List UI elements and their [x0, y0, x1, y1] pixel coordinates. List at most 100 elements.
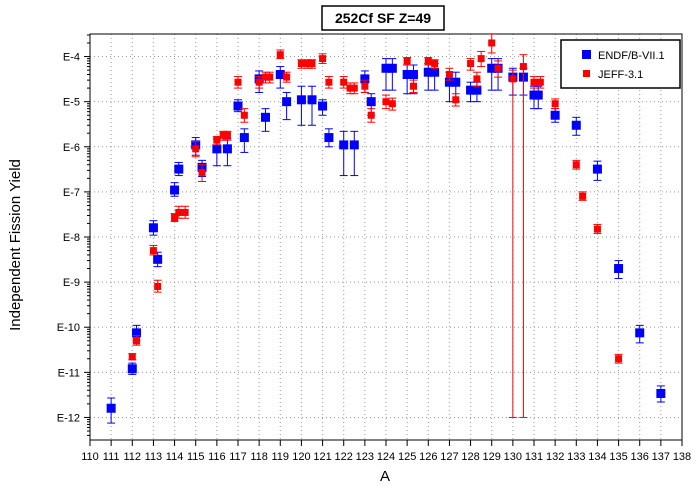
- data-point: [423, 67, 433, 77]
- data-point: [255, 78, 263, 86]
- data-point: [402, 70, 412, 80]
- data-point: [283, 73, 291, 81]
- data-point: [346, 84, 354, 92]
- data-layer: [106, 33, 666, 424]
- data-point: [319, 55, 327, 63]
- data-point: [261, 73, 269, 81]
- data-point: [153, 254, 163, 264]
- x-tick-label: 123: [356, 451, 374, 463]
- data-point: [615, 355, 623, 363]
- data-point: [174, 164, 184, 174]
- x-tick-label: 138: [673, 451, 691, 463]
- y-tick-label: E-11: [58, 367, 80, 379]
- data-point: [340, 78, 348, 86]
- data-point: [388, 100, 396, 108]
- legend-label-endf: ENDF/B-VII.1: [598, 50, 665, 62]
- chart-title: 252Cf SF Z=49: [335, 10, 431, 26]
- data-point: [233, 101, 243, 111]
- data-point: [614, 264, 624, 274]
- data-point: [128, 353, 136, 361]
- data-point: [240, 111, 248, 119]
- legend: ENDF/B-VII.1 JEFF-3.1: [560, 39, 681, 89]
- chart-title-frame: [321, 5, 445, 31]
- data-point: [367, 111, 375, 119]
- data-point: [170, 185, 180, 195]
- data-point: [509, 75, 517, 83]
- data-point: [571, 120, 581, 130]
- y-tick-label: E-7: [63, 187, 80, 199]
- data-point: [592, 164, 602, 174]
- data-point: [304, 60, 312, 68]
- data-point: [308, 60, 316, 68]
- data-point: [219, 131, 227, 139]
- data-point: [154, 282, 162, 290]
- x-tick-label: 137: [652, 451, 670, 463]
- data-point: [452, 96, 460, 104]
- data-point: [192, 145, 200, 153]
- x-tick-label: 135: [609, 451, 627, 463]
- axes: 110 111 112 113 114 115 116 117 118 119 120 121 122 1…: [57, 33, 691, 463]
- y-axis-title: Independent Fission Yield: [7, 159, 24, 331]
- data-point: [488, 39, 496, 47]
- data-point: [213, 136, 221, 144]
- data-point: [430, 67, 440, 77]
- y-tick-label: E-10: [57, 322, 80, 334]
- x-tick-label: 117: [229, 451, 247, 463]
- y-tick-label: E-6: [63, 142, 80, 154]
- x-tick-label: 126: [419, 451, 437, 463]
- x-tick-label: 114: [166, 451, 184, 463]
- legend-label-jeff: JEFF-3.1: [598, 69, 643, 81]
- data-point: [297, 60, 305, 68]
- data-point: [635, 328, 645, 338]
- data-point: [266, 73, 274, 81]
- data-point: [487, 63, 497, 73]
- data-point: [431, 60, 439, 68]
- data-point: [403, 57, 411, 65]
- data-point: [212, 144, 222, 154]
- data-point: [296, 95, 306, 105]
- data-point: [656, 388, 666, 398]
- data-point: [318, 101, 328, 111]
- data-point: [477, 55, 485, 63]
- data-point: [533, 90, 543, 100]
- y-tick-label: E-9: [63, 277, 80, 289]
- data-point: [324, 133, 334, 143]
- data-point: [133, 337, 141, 345]
- chart-title-box: 252Cf SF Z=49: [321, 5, 445, 31]
- data-point: [572, 161, 580, 169]
- x-tick-label: 129: [483, 451, 501, 463]
- data-point: [349, 140, 359, 150]
- series-jeff: [128, 33, 623, 418]
- y-tick-label: E-5: [63, 97, 80, 109]
- data-point: [519, 63, 527, 71]
- x-tick-label: 127: [440, 451, 458, 463]
- x-tick-label: 121: [313, 451, 331, 463]
- x-tick-label: 120: [292, 451, 310, 463]
- data-point: [466, 85, 476, 95]
- data-point: [494, 64, 502, 72]
- data-point: [275, 70, 285, 80]
- data-point: [536, 78, 544, 86]
- data-point: [307, 95, 317, 105]
- data-point: [239, 133, 249, 143]
- data-point: [366, 97, 376, 107]
- x-tick-label: 130: [504, 451, 522, 463]
- data-point: [382, 98, 390, 106]
- data-point: [444, 77, 454, 87]
- data-point: [387, 63, 397, 73]
- x-tick-label: 124: [377, 451, 395, 463]
- data-point: [175, 208, 183, 216]
- data-point: [361, 82, 369, 90]
- x-tick-label: 119: [272, 451, 290, 463]
- data-point: [551, 100, 559, 108]
- data-point: [106, 403, 116, 413]
- data-point: [325, 78, 333, 86]
- x-tick-label: 136: [631, 451, 649, 463]
- y-tick-label: E-12: [57, 412, 80, 424]
- y-tick-label: E-8: [63, 232, 80, 244]
- data-point: [234, 78, 242, 86]
- data-point: [223, 131, 231, 139]
- x-tick-label: 113: [145, 451, 163, 463]
- data-point: [222, 144, 232, 154]
